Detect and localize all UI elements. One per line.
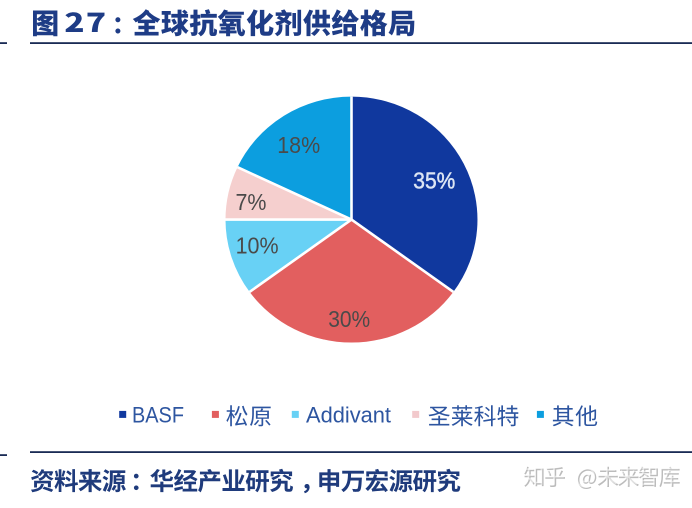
- svg-text:30%: 30%: [328, 306, 370, 332]
- svg-text:Addivant: Addivant: [306, 403, 391, 428]
- svg-text:10%: 10%: [236, 233, 279, 259]
- svg-text:7%: 7%: [236, 189, 267, 215]
- svg-text:35%: 35%: [413, 168, 455, 194]
- svg-text:18%: 18%: [277, 132, 320, 158]
- svg-text:BASF: BASF: [132, 403, 184, 428]
